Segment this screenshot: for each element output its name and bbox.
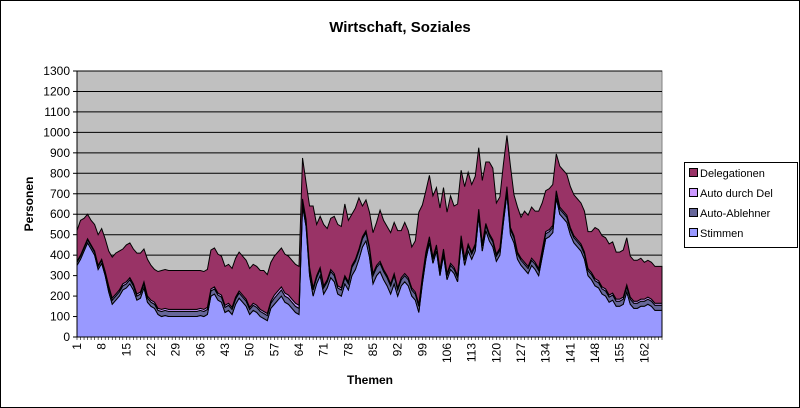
x-tick-label: 50 <box>243 343 257 357</box>
x-tick-label: 29 <box>169 343 183 357</box>
legend-item-delegationen: Delegationen <box>689 167 765 181</box>
x-tick-label: 22 <box>144 343 158 357</box>
y-tick-label: 1200 <box>43 84 70 98</box>
x-tick-label: 141 <box>563 343 577 363</box>
y-tick-label: 1100 <box>44 105 70 119</box>
legend-swatch <box>689 228 698 237</box>
y-tick-label: 100 <box>50 310 70 324</box>
x-tick-label: 85 <box>366 343 380 357</box>
x-tick-label: 8 <box>95 343 109 350</box>
x-tick-label: 64 <box>292 343 306 357</box>
y-tick-label: 1000 <box>43 125 70 139</box>
x-tick-label: 99 <box>415 343 429 357</box>
x-axis-label: Themen <box>346 373 393 387</box>
legend-swatch <box>689 208 698 217</box>
x-tick-label: 162 <box>637 343 651 363</box>
x-tick-label: 43 <box>218 343 232 357</box>
x-tick-label: 71 <box>317 343 331 357</box>
y-tick-label: 200 <box>50 289 70 303</box>
legend-swatch <box>689 188 698 197</box>
x-tick-label: 134 <box>539 343 553 363</box>
x-tick-label: 1 <box>70 343 84 350</box>
legend-item-auto-durch-del: Auto durch Del <box>689 187 773 201</box>
legend-item-stimmen: Stimmen <box>689 227 743 241</box>
series-area-delegationen <box>76 135 663 315</box>
x-tick-label: 78 <box>341 343 355 357</box>
x-tick-label: 113 <box>465 343 479 362</box>
x-tick-label: 155 <box>613 343 627 363</box>
x-tick-label: 57 <box>267 343 281 357</box>
legend: Delegationen Auto durch Del Auto-Ablehne… <box>684 162 798 248</box>
y-tick-label: 800 <box>50 166 70 180</box>
y-tick-label: 900 <box>50 146 70 160</box>
y-tick-label: 1300 <box>43 64 70 78</box>
x-tick-label: 92 <box>391 343 405 357</box>
x-tick-label: 15 <box>119 343 133 357</box>
x-tick-label: 106 <box>440 343 454 363</box>
x-tick-label: 120 <box>489 343 503 363</box>
legend-item-auto-ablehner: Auto-Ablehner <box>689 207 770 221</box>
y-tick-label: 500 <box>50 228 70 242</box>
x-tick-label: 148 <box>588 343 602 363</box>
chart-title: Wirtschaft, Soziales <box>329 19 471 36</box>
x-tick-label: 127 <box>514 343 528 363</box>
y-tick-label: 0 <box>63 330 70 344</box>
x-tick-label: 36 <box>193 343 207 357</box>
y-tick-label: 300 <box>50 269 70 283</box>
y-tick-label: 400 <box>50 248 70 262</box>
y-tick-label: 700 <box>50 187 70 201</box>
y-tick-label: 600 <box>50 207 70 221</box>
legend-swatch <box>689 168 698 177</box>
